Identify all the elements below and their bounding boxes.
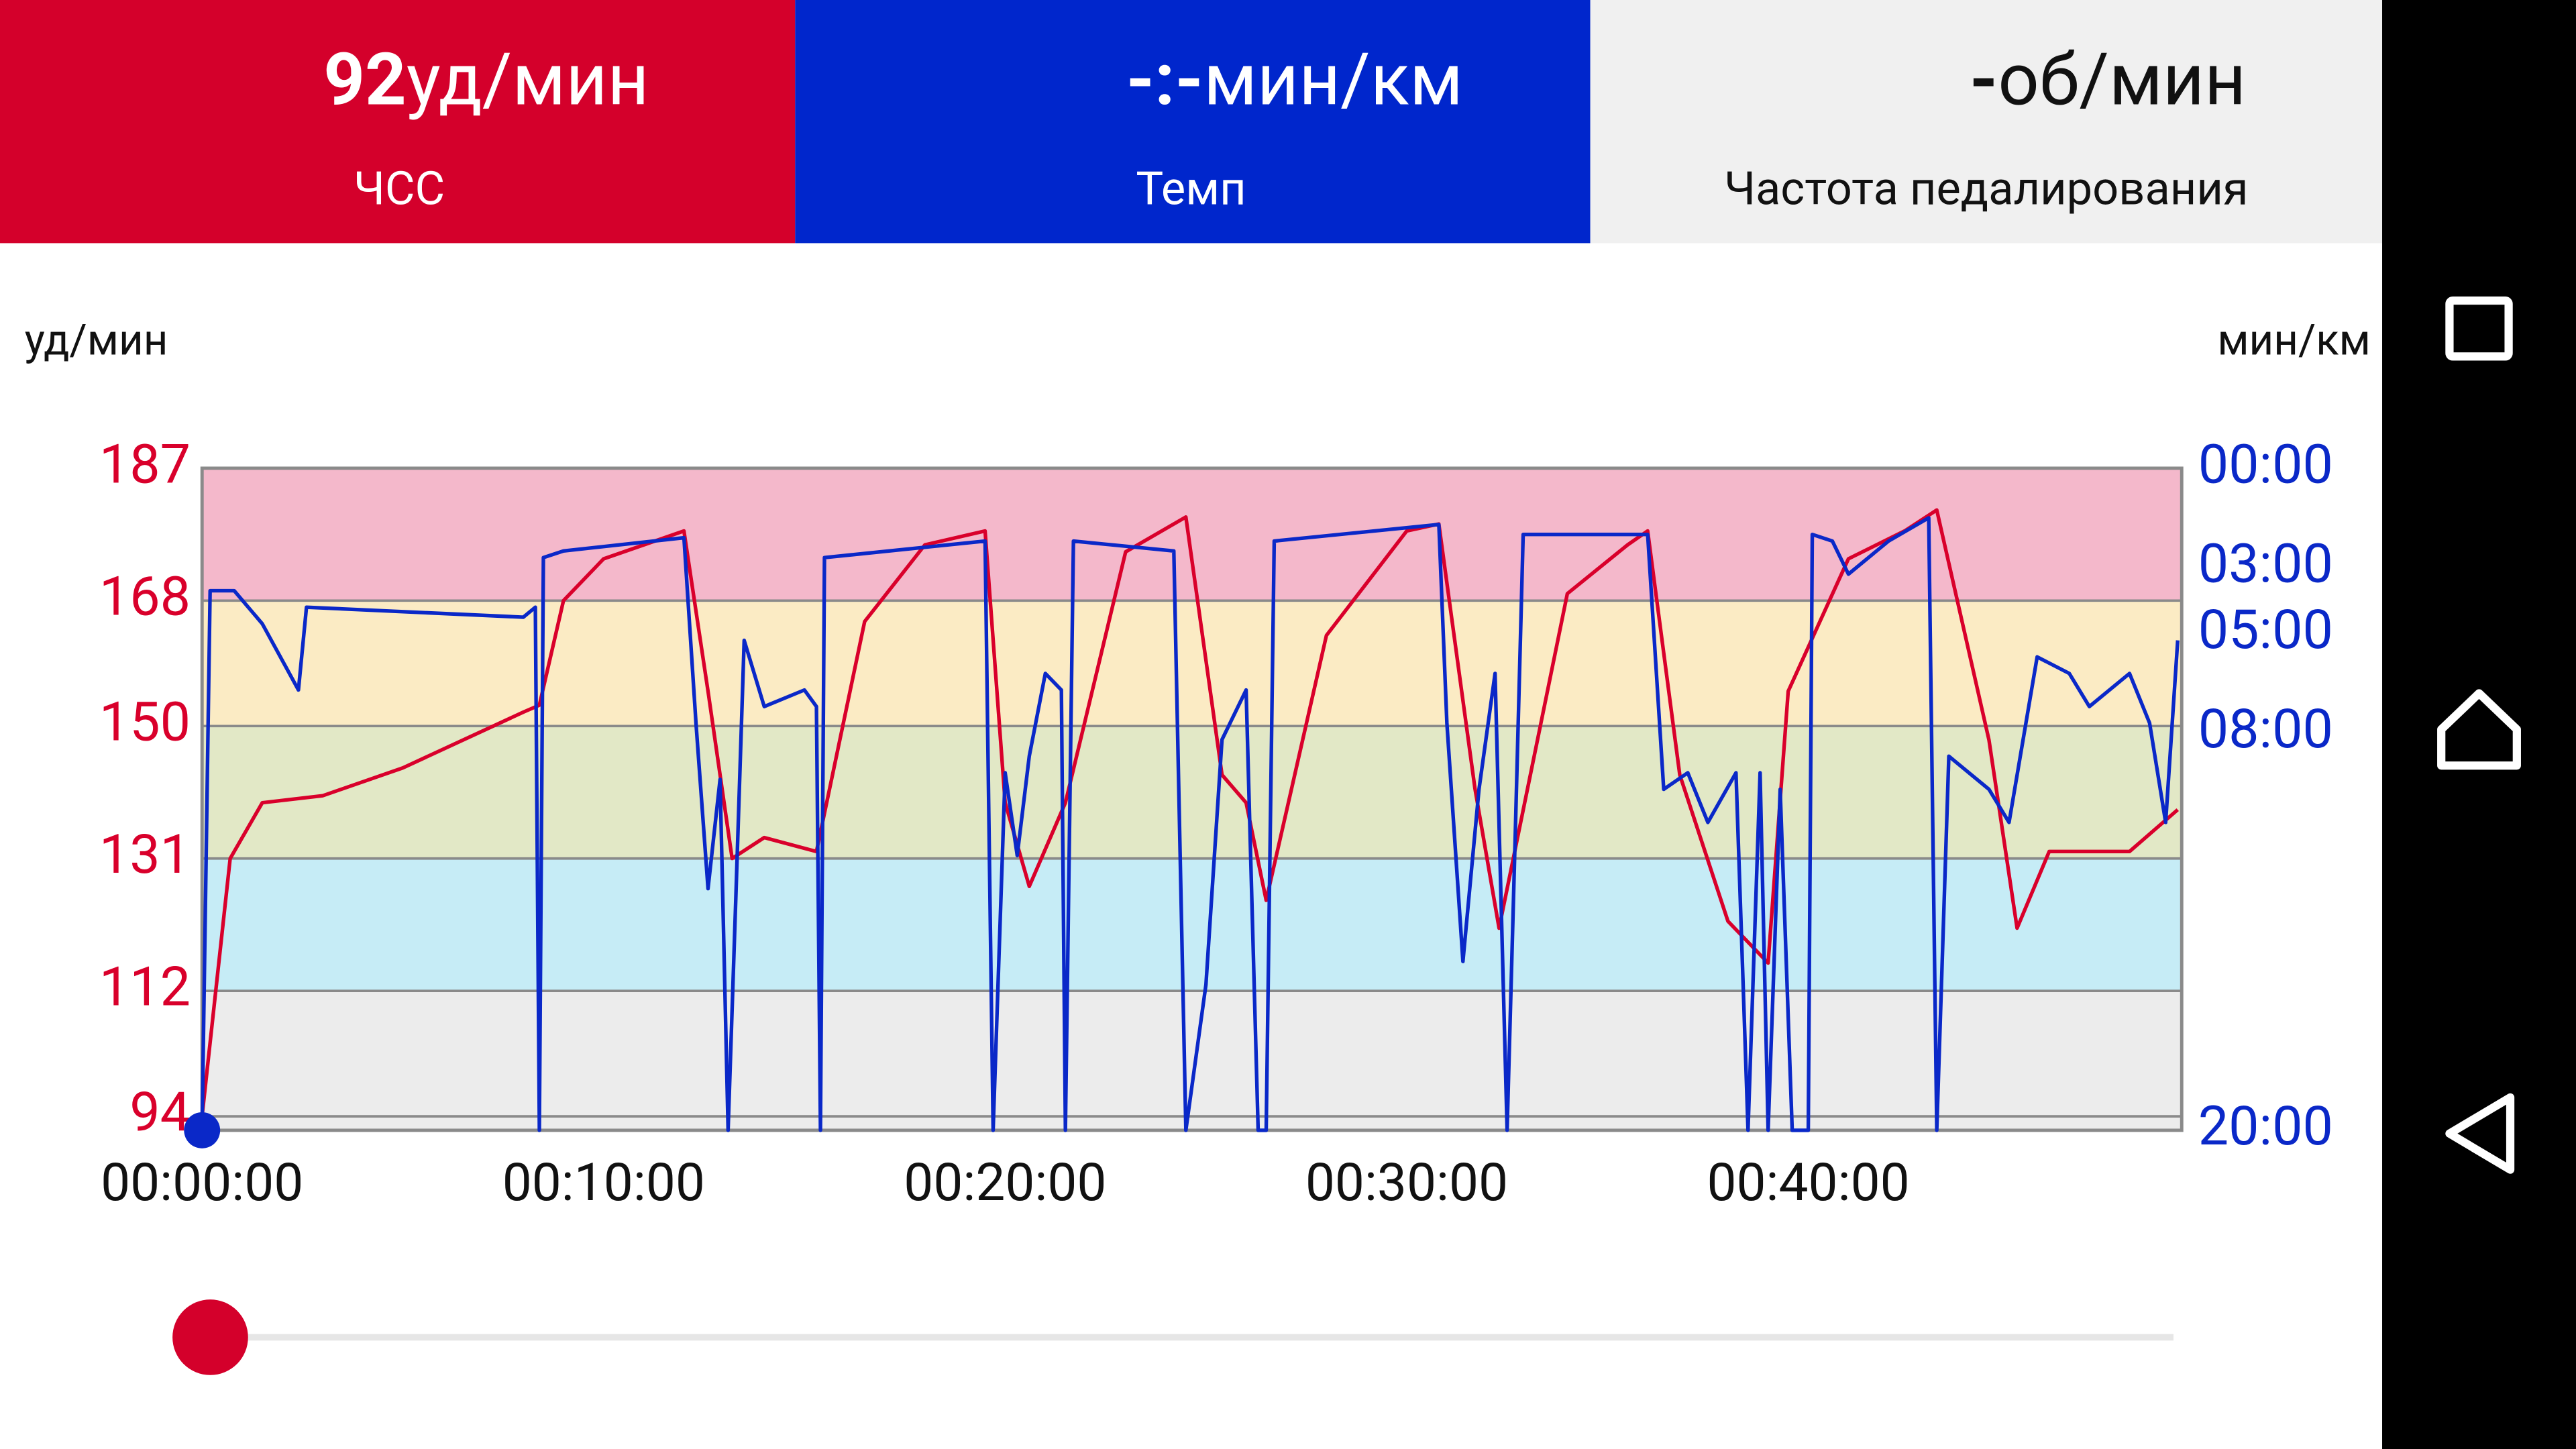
y2-tick-label: 03:00	[2198, 531, 2333, 595]
nav-bar	[2382, 0, 2576, 1449]
x-tick-label: 00:00:00	[101, 1152, 303, 1214]
x-tick-label: 00:30:00	[1305, 1152, 1508, 1214]
x-tick-label: 00:40:00	[1707, 1152, 1909, 1214]
y-tick-label: 94	[129, 1080, 191, 1144]
tile-label: Темп	[1136, 162, 1246, 216]
y2-tick-label: 05:00	[2198, 598, 2333, 661]
x-tick-label: 00:20:00	[904, 1152, 1106, 1214]
y-tick-label: 112	[99, 955, 191, 1018]
y-axis-title: уд/мин	[25, 315, 168, 366]
y-tick-label: 168	[99, 565, 191, 629]
pace-tile[interactable]	[795, 0, 1591, 244]
unit: мин/км	[1203, 38, 1463, 123]
unit: уд/мин	[407, 38, 649, 123]
recents-button[interactable]	[2445, 297, 2513, 361]
series-line	[200, 508, 2180, 1117]
position-marker	[184, 1112, 221, 1148]
y-tick-label: 131	[99, 822, 191, 886]
home-button[interactable]	[2437, 689, 2521, 770]
value: 92	[323, 38, 407, 123]
zone-band	[202, 600, 2182, 727]
tile-label: Частота педалирования	[1724, 162, 2248, 216]
y2-tick-label: 20:00	[2198, 1094, 2333, 1158]
back-button[interactable]	[2445, 1093, 2515, 1174]
tile-value: -:-мин/км	[1126, 38, 1463, 123]
tile-value: -об/мин	[1970, 38, 2246, 123]
y2-tick-label: 08:00	[2198, 697, 2333, 761]
unit: об/мин	[1998, 38, 2246, 123]
value: -:-	[1126, 38, 1203, 123]
hr-tile[interactable]	[0, 0, 796, 244]
plot-frame	[200, 466, 2184, 1132]
zone-band	[202, 858, 2182, 991]
tile-value: 92уд/мин	[323, 38, 649, 123]
y2-tick-label: 00:00	[2198, 432, 2333, 496]
y-tick-label: 187	[99, 432, 191, 496]
zone-band	[202, 468, 2182, 601]
slider-thumb[interactable]	[172, 1299, 248, 1375]
value: -	[1970, 38, 1998, 123]
y2-axis-title: мин/км	[2217, 315, 2371, 366]
x-tick-label: 00:10:00	[502, 1152, 705, 1214]
series-line	[200, 516, 2180, 1132]
y-tick-label: 150	[99, 690, 191, 754]
zone-band	[202, 726, 2182, 859]
zone-band	[202, 991, 2182, 1130]
tile-label: ЧСС	[354, 162, 445, 216]
cadence-tile[interactable]	[1590, 0, 2383, 244]
